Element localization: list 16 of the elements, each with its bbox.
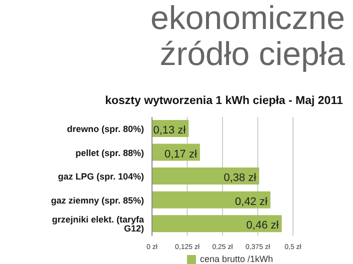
y-tick-label: drewno (spr. 80%) [66, 124, 144, 134]
legend-label: cena brutto /1kWh [200, 254, 273, 264]
y-tick-label: grzejniki elekt. (taryfa G12) [52, 214, 145, 234]
data-label: 0,46 zł [246, 220, 280, 232]
data-label: 0,42 zł [235, 196, 268, 208]
data-label: 0,17 zł [164, 148, 198, 160]
y-tick-label: gaz ziemny (spr. 85%) [50, 195, 144, 206]
data-label: 0,13 zł [153, 124, 186, 136]
bar [152, 168, 260, 185]
chart-title: ekonomiczne źródło ciepła [150, 0, 345, 72]
data-label: 0,38 zł [224, 172, 257, 184]
y-tick-label: gaz LPG (spr. 104%) [58, 172, 144, 182]
y-tick-label: pellet (spr. 88%) [75, 148, 144, 158]
chart-subtitle: koszty wytworzenia 1 kWh ciepła - Maj 2011 [104, 95, 344, 107]
bar [152, 191, 270, 208]
bar [152, 215, 282, 232]
